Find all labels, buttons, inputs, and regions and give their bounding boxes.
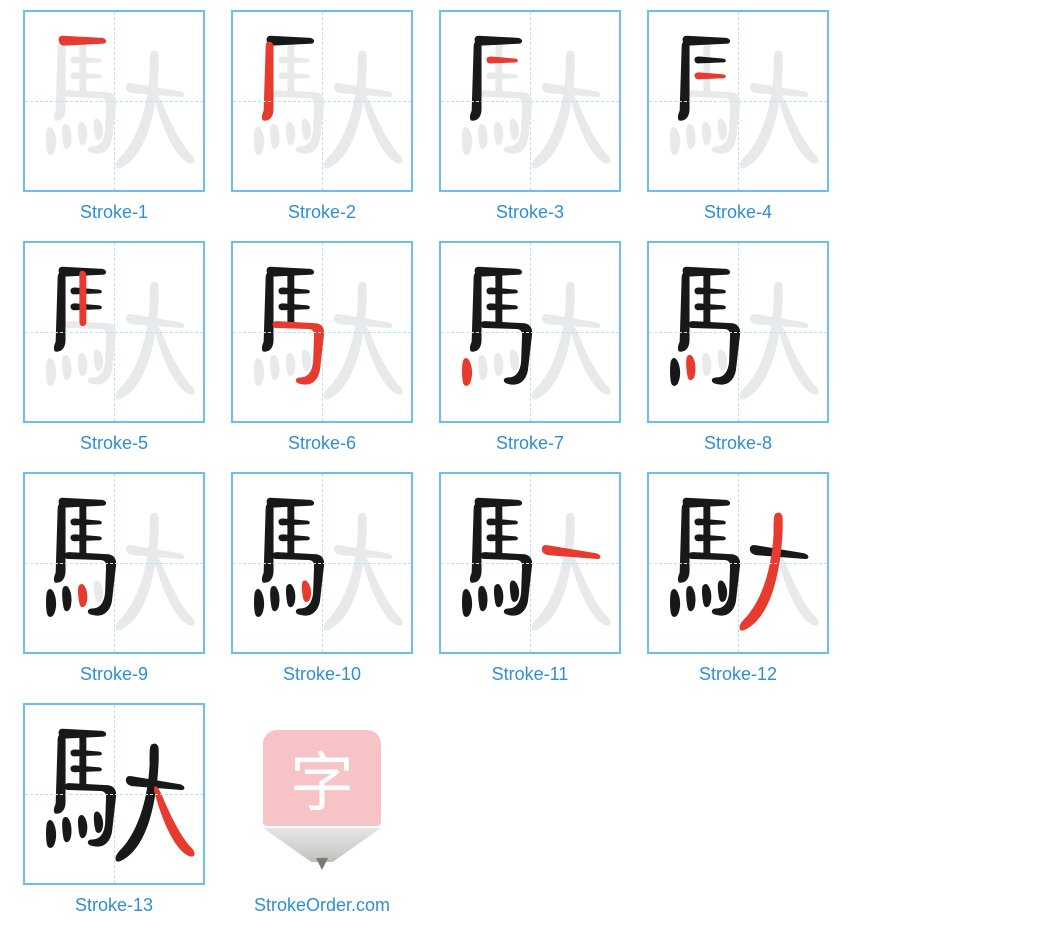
stroke-cell: Stroke-1 <box>10 10 218 223</box>
stroke-label: Stroke-11 <box>492 664 569 685</box>
stroke-box <box>647 10 829 192</box>
stroke-cell: Stroke-8 <box>634 241 842 454</box>
stroke-cell: Stroke-11 <box>426 472 634 685</box>
logo-badge: 字 <box>263 730 381 826</box>
stroke-box <box>647 472 829 654</box>
stroke-label: Stroke-1 <box>80 202 148 223</box>
pencil-tip-icon <box>263 828 381 874</box>
stroke-label: Stroke-13 <box>75 895 153 916</box>
stroke-cell: Stroke-7 <box>426 241 634 454</box>
stroke-box <box>231 472 413 654</box>
stroke-cell: Stroke-12 <box>634 472 842 685</box>
stroke-cell: Stroke-9 <box>10 472 218 685</box>
site-logo: 字 <box>231 703 413 885</box>
stroke-label: Stroke-6 <box>288 433 356 454</box>
stroke-label: Stroke-4 <box>704 202 772 223</box>
stroke-label: Stroke-12 <box>699 664 777 685</box>
stroke-cell: Stroke-2 <box>218 10 426 223</box>
stroke-cell: Stroke-10 <box>218 472 426 685</box>
stroke-box <box>439 10 621 192</box>
stroke-box <box>231 241 413 423</box>
stroke-grid: Stroke-1 Stroke-2 Stroke-3 Stroke-4 Stroke-5… <box>10 10 1040 934</box>
stroke-cell: Stroke-4 <box>634 10 842 223</box>
stroke-label: Stroke-10 <box>283 664 361 685</box>
stroke-label: Stroke-8 <box>704 433 772 454</box>
stroke-label: Stroke-2 <box>288 202 356 223</box>
stroke-box <box>647 241 829 423</box>
stroke-label: Stroke-5 <box>80 433 148 454</box>
stroke-cell: Stroke-13 <box>10 703 218 916</box>
logo-cell: 字 StrokeOrder.com <box>218 703 426 916</box>
stroke-label: Stroke-7 <box>496 433 564 454</box>
stroke-cell: Stroke-3 <box>426 10 634 223</box>
stroke-box <box>231 10 413 192</box>
stroke-box <box>23 241 205 423</box>
stroke-box <box>23 703 205 885</box>
site-link-label[interactable]: StrokeOrder.com <box>254 895 390 916</box>
stroke-label: Stroke-3 <box>496 202 564 223</box>
stroke-box <box>23 10 205 192</box>
stroke-box <box>23 472 205 654</box>
stroke-box <box>439 241 621 423</box>
logo-char: 字 <box>290 732 354 824</box>
stroke-box <box>439 472 621 654</box>
stroke-label: Stroke-9 <box>80 664 148 685</box>
stroke-cell: Stroke-6 <box>218 241 426 454</box>
stroke-cell: Stroke-5 <box>10 241 218 454</box>
